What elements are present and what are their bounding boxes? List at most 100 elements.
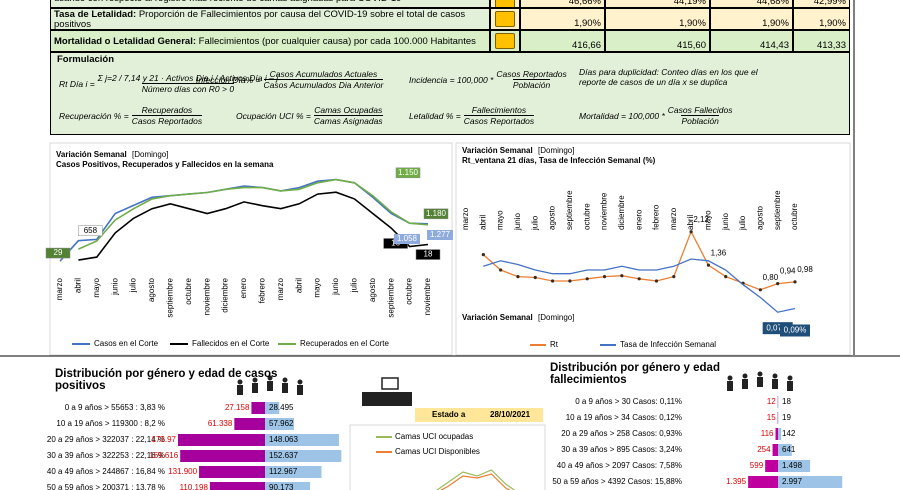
legend-label: Camas UCI Disponibles bbox=[395, 447, 480, 456]
formula-lhs: Incidencia = 100,000 * bbox=[409, 74, 494, 85]
data-label: 116 bbox=[761, 429, 774, 438]
row-value: 1,90% bbox=[710, 8, 793, 30]
row-value: 414,43 bbox=[710, 30, 793, 52]
bar bbox=[778, 476, 843, 488]
point bbox=[516, 275, 520, 279]
formula-lhs: Infección Día% = bbox=[196, 74, 261, 85]
data-label: 0,98 bbox=[797, 265, 813, 274]
bar bbox=[209, 482, 265, 490]
icon bbox=[742, 373, 748, 379]
formula-note: Días para duplicidad: Conteo días en los… bbox=[579, 67, 758, 87]
x-tick-label: enero bbox=[634, 209, 643, 230]
label-box bbox=[395, 167, 421, 179]
icon bbox=[727, 375, 733, 381]
data-label: 112.967 bbox=[269, 467, 298, 476]
chart-title: Variación Semanal bbox=[56, 150, 127, 159]
bar bbox=[748, 476, 778, 488]
point bbox=[706, 263, 711, 267]
data-label: 169.616 bbox=[149, 451, 178, 460]
row-value: 1,90% bbox=[605, 8, 710, 30]
fraction: Camas Ocupadas Camas Asignadas bbox=[313, 105, 383, 126]
data-label: 1,36 bbox=[711, 248, 727, 257]
annotation-box bbox=[427, 230, 453, 240]
denominator: Población bbox=[681, 115, 719, 126]
bar bbox=[180, 450, 265, 462]
x-tick-label: agosto bbox=[755, 205, 764, 230]
row-value: 415,60 bbox=[605, 30, 710, 52]
fraction: Casos Acumulados Actuales Casos Acumulado… bbox=[263, 69, 384, 90]
data-label: 61.338 bbox=[208, 419, 233, 428]
x-tick-label: julio bbox=[350, 277, 359, 293]
point bbox=[776, 282, 780, 286]
row-value: 1,90% bbox=[793, 8, 850, 30]
numerator: Casos Reportados bbox=[496, 69, 567, 79]
denominator: Casos Acumulados Dia Anterior bbox=[263, 79, 384, 90]
chart-footer-title: Variación Semanal bbox=[462, 313, 533, 322]
point bbox=[533, 275, 537, 280]
icon bbox=[772, 373, 778, 379]
series-line bbox=[436, 469, 516, 490]
row-label: Mortalidad o Letalidad General: Fallecim… bbox=[50, 30, 490, 52]
row-value: 416,66 bbox=[520, 30, 605, 52]
x-tick-label: octubre bbox=[184, 277, 193, 304]
category-label: 20 a 29 años > 258 Casos: 0,93% bbox=[561, 429, 682, 438]
series-line bbox=[59, 178, 429, 262]
denominator: Casos Reportados bbox=[131, 115, 203, 126]
icon bbox=[252, 383, 258, 393]
x-tick-label: julio bbox=[129, 277, 138, 293]
icon bbox=[237, 379, 243, 385]
formula: Rt Día i = Σ j=2 / 7,14 y 21 · Activos Di… bbox=[59, 73, 278, 94]
formula-panel: Formulación Rt Día i = Σ j=2 / 7,14 y 21 ·… bbox=[50, 52, 850, 135]
point bbox=[602, 275, 607, 279]
data-label: 18 bbox=[424, 250, 433, 259]
bar bbox=[775, 428, 778, 440]
chart-subtitle: Rt_ventana 21 días, Tasa de Infección Se… bbox=[462, 156, 656, 165]
data-label: 152.637 bbox=[269, 451, 298, 460]
x-tick-label: septiembre bbox=[166, 277, 175, 317]
x-tick-label: marzo bbox=[461, 207, 470, 230]
x-tick-label: septiembre bbox=[386, 277, 395, 317]
x-tick-label: mayo bbox=[496, 210, 505, 230]
series-line bbox=[440, 473, 511, 490]
data-label: 15 bbox=[767, 413, 776, 422]
numerator: Camas Ocupadas bbox=[314, 105, 383, 115]
icon bbox=[742, 379, 748, 389]
point bbox=[568, 279, 572, 283]
data-label: 641 bbox=[782, 445, 796, 454]
indicator-table: usando con respecto al registro más reci… bbox=[50, 0, 850, 136]
category-label: 50 a 59 años > 4392 Casos: 15,88% bbox=[552, 477, 682, 486]
icon bbox=[282, 377, 288, 383]
data-label: 131.900 bbox=[168, 467, 197, 476]
state-box bbox=[415, 408, 543, 422]
data-label: 0,94 bbox=[780, 267, 796, 276]
chart-subtitle: Casos Positivos, Recuperados y Fallecido… bbox=[56, 160, 274, 169]
icon bbox=[757, 371, 763, 377]
x-tick-label: febrero bbox=[652, 204, 661, 230]
legend-label: Fallecidos en el Corte bbox=[192, 339, 270, 348]
bar bbox=[778, 444, 792, 456]
data-label: 142 bbox=[782, 429, 796, 438]
point bbox=[758, 288, 762, 292]
panel bbox=[349, 424, 546, 490]
x-tick-label: diciembre bbox=[221, 277, 230, 312]
point bbox=[724, 275, 728, 279]
formula: Incidencia = 100,000 * Casos Reportados Po… bbox=[409, 69, 567, 90]
legend-label: Tasa de Infección Semanal bbox=[620, 340, 716, 349]
formula: Días para duplicidad: Conteo días en los… bbox=[579, 67, 779, 87]
data-label: 110.198 bbox=[180, 483, 209, 490]
legend-label: Rt bbox=[550, 340, 559, 349]
x-tick-label: abril bbox=[294, 278, 303, 293]
icon bbox=[297, 385, 303, 395]
formula: Letalidad % = Fallecimientos Casos Reporta… bbox=[409, 105, 535, 126]
x-tick-label: mayo bbox=[92, 277, 101, 297]
category-label: 40 a 49 años > 2097 Casos: 7,58% bbox=[557, 461, 682, 470]
label-box bbox=[78, 225, 103, 236]
icon bbox=[787, 375, 793, 381]
x-tick-label: febrero bbox=[258, 277, 267, 303]
row-value: 46,66% bbox=[520, 0, 605, 8]
icon bbox=[495, 33, 515, 49]
point bbox=[550, 279, 555, 283]
x-tick-label: noviembre bbox=[202, 277, 211, 315]
